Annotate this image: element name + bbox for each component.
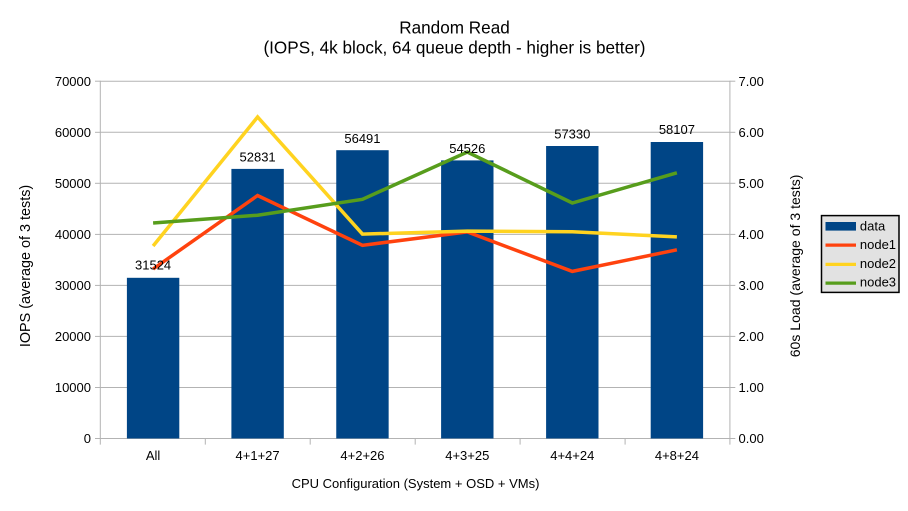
svg-text:data: data — [860, 219, 886, 234]
svg-text:54526: 54526 — [449, 141, 485, 156]
svg-text:(IOPS, 4k block, 64 queue dept: (IOPS, 4k block, 64 queue depth - higher… — [263, 38, 645, 58]
svg-text:31524: 31524 — [135, 258, 171, 273]
svg-text:node2: node2 — [860, 256, 896, 271]
svg-text:60000: 60000 — [55, 125, 91, 140]
svg-text:4+3+25: 4+3+25 — [445, 448, 489, 463]
svg-text:56491: 56491 — [344, 131, 380, 146]
svg-text:1.00: 1.00 — [739, 380, 764, 395]
svg-text:57330: 57330 — [554, 126, 590, 141]
svg-text:4+4+24: 4+4+24 — [550, 448, 594, 463]
svg-text:Random Read: Random Read — [399, 18, 510, 38]
svg-text:node3: node3 — [860, 275, 896, 290]
svg-text:2.00: 2.00 — [739, 329, 764, 344]
svg-text:6.00: 6.00 — [739, 125, 764, 140]
svg-text:20000: 20000 — [55, 329, 91, 344]
svg-text:7.00: 7.00 — [739, 74, 764, 89]
svg-text:3.00: 3.00 — [739, 278, 764, 293]
svg-text:0: 0 — [84, 431, 91, 446]
svg-text:0.00: 0.00 — [739, 431, 764, 446]
svg-text:4.00: 4.00 — [739, 227, 764, 242]
svg-text:70000: 70000 — [55, 74, 91, 89]
svg-text:40000: 40000 — [55, 227, 91, 242]
svg-text:node1: node1 — [860, 237, 896, 252]
svg-text:60s Load (average of 3 tests): 60s Load (average of 3 tests) — [787, 175, 803, 358]
svg-text:10000: 10000 — [55, 380, 91, 395]
svg-text:52831: 52831 — [240, 149, 276, 164]
svg-text:58107: 58107 — [659, 122, 695, 137]
svg-text:5.00: 5.00 — [739, 176, 764, 191]
svg-text:CPU Configuration (System + OS: CPU Configuration (System + OSD + VMs) — [292, 476, 540, 491]
svg-text:4+2+26: 4+2+26 — [340, 448, 384, 463]
svg-text:30000: 30000 — [55, 278, 91, 293]
svg-text:4+1+27: 4+1+27 — [236, 448, 280, 463]
svg-text:4+8+24: 4+8+24 — [655, 448, 699, 463]
svg-text:50000: 50000 — [55, 176, 91, 191]
svg-text:IOPS (average of 3 tests): IOPS (average of 3 tests) — [18, 185, 34, 347]
svg-text:All: All — [146, 448, 161, 463]
